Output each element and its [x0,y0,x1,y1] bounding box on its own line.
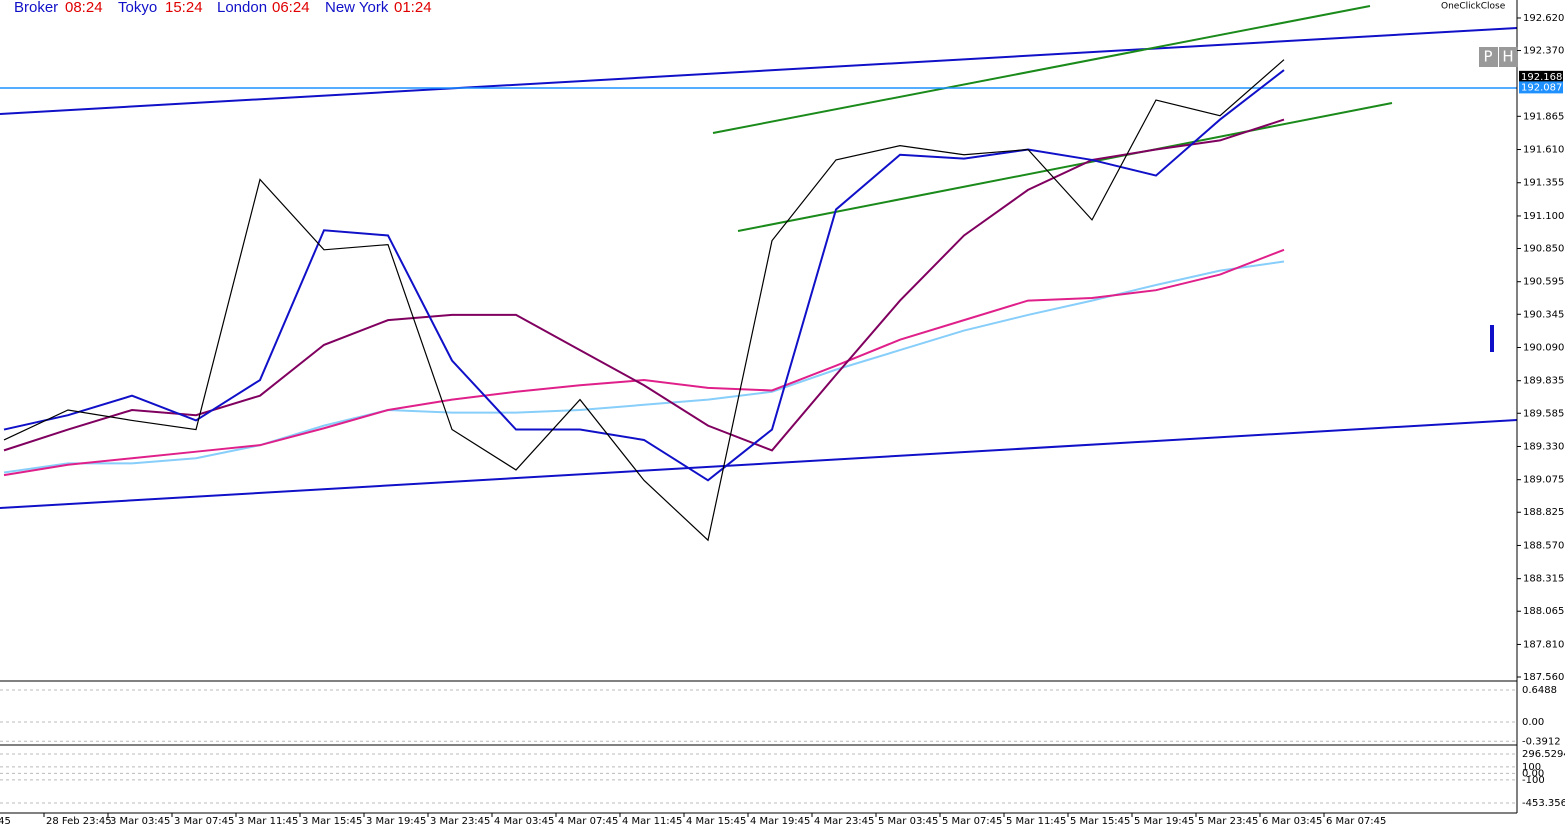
y-tick-label: 296.5294 [1522,749,1565,760]
y-tick-label: 191.100 [1523,211,1564,222]
y-tick-label: 190.345 [1523,309,1564,320]
x-tick-label: 4 Mar 19:45 [750,816,810,827]
x-tick-label: 5 Mar 11:45 [1006,816,1066,827]
x-tick-label: 28 Feb 23:45 [46,816,112,827]
moving-average [3,260,1285,474]
moving-average [3,69,1285,482]
x-tick-label: 3 Mar 07:45 [174,816,234,827]
clock-time: 06:24 [272,0,310,16]
main-panel [0,5,1518,542]
y-tick-label: -0.3912 [1522,736,1561,747]
clock-label: New York [325,0,389,16]
one-click-close[interactable]: OneClickClose [1441,2,1506,12]
moving-average [3,248,1285,477]
trend-line [0,27,1518,115]
y-tick-label: 188.315 [1523,574,1564,585]
y-tick-label: 188.825 [1523,507,1564,518]
x-tick-label: 5 Mar 19:45 [1134,816,1194,827]
price-label-box [1519,70,1563,83]
marker [1490,325,1494,352]
y-tick-label: 190.850 [1523,244,1564,255]
moving-average [3,118,1285,452]
y-tick-label: 0.00 [1522,717,1544,728]
x-tick-label: 5 Mar 15:45 [1070,816,1130,827]
y-tick-label: 0.6488 [1522,685,1557,696]
y-tick-label: 189.075 [1523,475,1564,486]
y-tick-label: 100 [1522,762,1541,773]
clock-label: Broker [14,0,58,16]
y-tick-label: 188.065 [1523,606,1564,617]
x-tick-label: 4 Mar 15:45 [686,816,746,827]
button-label[interactable]: P [1483,48,1492,66]
clock-time: 01:24 [394,0,432,16]
price-line [3,59,1285,542]
session-clocks: Broker 08:24 Tokyo 15:24 London 06:24 Ne… [14,0,432,16]
y-tick-label: 189.585 [1523,408,1564,419]
price-label: 192.168 [1521,72,1562,83]
y-tick-label: 187.560 [1523,672,1564,683]
y-tick-label: 0.00 [1522,768,1544,779]
x-tick-label: 4 Mar 11:45 [622,816,682,827]
y-tick-label: -100 [1522,775,1545,786]
price-label-box [1519,81,1563,94]
channel-line [712,5,1371,134]
x-tick-label: 3 Mar 23:45 [430,816,490,827]
x-tick-label: 3 Mar 03:45 [110,816,170,827]
x-tick-label: 4 Mar 23:45 [814,816,874,827]
clock-time: 08:24 [65,0,103,16]
button-label[interactable]: H [1502,48,1513,66]
y-tick-label: 192.370 [1523,46,1564,57]
x-tick-label: 3 Mar 11:45 [238,816,298,827]
clock-time: 15:24 [165,0,203,16]
clock-label: Tokyo [118,0,157,16]
y-tick-label: 190.090 [1523,342,1564,353]
x-tick-label: 6 Mar 03:45 [1262,816,1322,827]
y-tick-label: 192.620 [1523,13,1564,24]
button[interactable] [1479,47,1498,67]
y-tick-label: -453.3563 [1522,798,1565,809]
y-tick-label: 188.570 [1523,540,1564,551]
x-tick-label: 3 Mar 15:45 [302,816,362,827]
y-tick-label: 189.835 [1523,376,1564,387]
clock-label: London [217,0,267,16]
x-tick-label: 19:45 [0,816,11,827]
x-tick-label: 4 Mar 03:45 [494,816,554,827]
y-tick-label: 190.595 [1523,277,1564,288]
x-tick-label: 3 Mar 19:45 [366,816,426,827]
button[interactable] [1499,47,1518,67]
y-tick-label: 191.355 [1523,178,1564,189]
trend-line [0,419,1518,509]
y-tick-label: 187.810 [1523,639,1564,650]
x-tick-label: 5 Mar 07:45 [942,816,1002,827]
x-tick-label: 5 Mar 23:45 [1198,816,1258,827]
x-tick-label: 4 Mar 07:45 [558,816,618,827]
x-tick-label: 5 Mar 03:45 [878,816,938,827]
y-tick-label: 191.865 [1523,111,1564,122]
channel-line [737,102,1393,232]
price-label: 192.087 [1521,82,1562,93]
y-tick-label: 189.330 [1523,441,1564,452]
x-tick-label: 6 Mar 07:45 [1326,816,1386,827]
y-tick-label: 191.610 [1523,145,1564,156]
